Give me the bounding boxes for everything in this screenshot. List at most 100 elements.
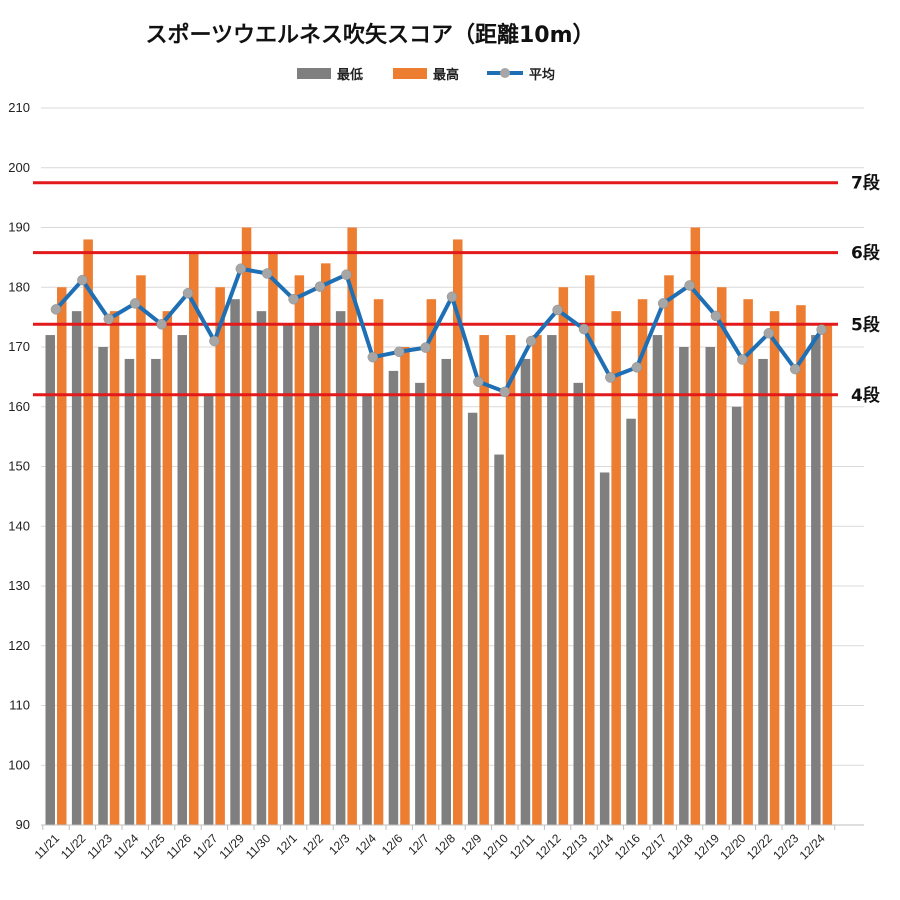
legend-label-avg: 平均 bbox=[529, 67, 555, 83]
x-tick-label: 12/3 bbox=[326, 831, 353, 858]
x-tick-label: 12/11 bbox=[507, 831, 538, 862]
bar-min bbox=[441, 358, 451, 825]
bar-min bbox=[573, 382, 583, 825]
bar-max bbox=[294, 275, 305, 825]
x-tick-label: 11/26 bbox=[164, 831, 195, 862]
bar-min bbox=[151, 358, 161, 825]
bar-min bbox=[71, 311, 82, 825]
x-tick-label: 12/13 bbox=[559, 831, 590, 862]
x-tick-label: 12/16 bbox=[612, 831, 643, 862]
average-point bbox=[129, 298, 141, 309]
y-tick-label: 140 bbox=[8, 518, 30, 533]
x-tick-label: 12/14 bbox=[585, 831, 616, 862]
y-tick-label: 180 bbox=[8, 279, 30, 294]
bar-min bbox=[98, 347, 108, 825]
average-point bbox=[631, 362, 643, 373]
bar-max bbox=[822, 323, 833, 825]
x-tick-label: 12/18 bbox=[665, 831, 696, 862]
bar-min bbox=[230, 299, 240, 825]
bar-max bbox=[215, 287, 225, 825]
x-tick-label: 11/25 bbox=[137, 831, 168, 862]
x-tick-label: 12/1 bbox=[273, 831, 300, 858]
average-point bbox=[182, 287, 194, 299]
y-tick-label: 130 bbox=[8, 578, 30, 593]
average-point bbox=[816, 324, 827, 335]
x-tick-label: 12/19 bbox=[691, 831, 722, 862]
bar-max bbox=[796, 305, 806, 825]
average-point bbox=[684, 280, 695, 291]
bar-max bbox=[585, 275, 595, 825]
bar-min bbox=[599, 472, 610, 825]
x-tick-label: 12/17 bbox=[638, 831, 669, 862]
bar-min bbox=[256, 311, 267, 825]
average-point bbox=[789, 363, 801, 375]
average-point bbox=[156, 319, 167, 330]
reference-line-label: 6段 bbox=[851, 243, 880, 264]
y-tick-label: 190 bbox=[8, 220, 30, 235]
average-point bbox=[261, 268, 273, 279]
bar-max bbox=[347, 227, 357, 825]
x-tick-label: 11/22 bbox=[58, 831, 89, 862]
x-tick-label: 12/4 bbox=[353, 831, 380, 858]
bar-max bbox=[57, 287, 67, 825]
bar-max bbox=[717, 287, 727, 825]
reference-line-label: 7段 bbox=[851, 173, 880, 194]
bar-max bbox=[453, 239, 463, 825]
bar-min bbox=[705, 347, 715, 825]
average-point bbox=[578, 323, 590, 335]
average-point bbox=[737, 354, 748, 365]
x-tick-label: 11/27 bbox=[190, 831, 221, 862]
average-point bbox=[657, 298, 669, 309]
x-tick-label: 12/8 bbox=[432, 831, 459, 858]
average-point bbox=[710, 310, 722, 322]
bar-min bbox=[467, 412, 478, 825]
x-tick-label: 11/21 bbox=[32, 831, 63, 862]
y-axis-ticks: 90 100 110 120 130 140 150 160 170 180 190 200 210 bbox=[8, 100, 30, 832]
y-tick-label: 210 bbox=[8, 100, 30, 115]
average-point bbox=[314, 281, 326, 292]
x-tick-label: 12/6 bbox=[379, 831, 406, 858]
bar-min bbox=[309, 323, 319, 825]
average-point bbox=[235, 263, 247, 274]
y-tick-label: 120 bbox=[8, 638, 30, 653]
y-tick-label: 90 bbox=[16, 817, 30, 832]
bar-min bbox=[626, 418, 636, 825]
bar-min bbox=[203, 394, 214, 825]
chart-title: スポーツウエルネス吹矢スコア（距離10m） bbox=[145, 22, 594, 48]
y-tick-label: 150 bbox=[8, 459, 30, 474]
average-point bbox=[499, 386, 511, 398]
average-series bbox=[50, 263, 827, 398]
x-tick-label: 11/30 bbox=[243, 831, 274, 862]
x-tick-label: 12/22 bbox=[744, 831, 775, 862]
bar-max bbox=[400, 347, 410, 825]
average-point bbox=[393, 346, 405, 358]
x-tick-label: 12/20 bbox=[717, 831, 748, 862]
average-point bbox=[103, 313, 115, 325]
average-point bbox=[473, 376, 484, 387]
legend-swatch-min bbox=[297, 68, 331, 79]
bar-min bbox=[731, 406, 742, 825]
legend-swatch-avg-marker bbox=[500, 68, 510, 78]
average-point bbox=[605, 372, 616, 383]
bar-max bbox=[664, 275, 674, 825]
y-tick-label: 100 bbox=[8, 757, 30, 772]
bar-max bbox=[637, 299, 648, 825]
bar-max bbox=[743, 299, 753, 825]
bar-min bbox=[652, 335, 663, 825]
bars bbox=[45, 227, 833, 826]
bar-max bbox=[426, 299, 437, 825]
average-point bbox=[763, 328, 775, 339]
bar-max bbox=[189, 251, 199, 825]
bar-min bbox=[388, 370, 399, 825]
bar-max bbox=[505, 335, 516, 825]
bar-max bbox=[690, 227, 701, 825]
bar-min bbox=[679, 347, 689, 825]
average-point bbox=[446, 291, 458, 303]
bar-max bbox=[268, 251, 278, 825]
x-tick-label: 12/2 bbox=[300, 831, 327, 858]
bar-max bbox=[241, 227, 252, 825]
bar-min bbox=[283, 323, 293, 825]
bar-max bbox=[162, 311, 173, 825]
bar-min bbox=[811, 335, 821, 825]
